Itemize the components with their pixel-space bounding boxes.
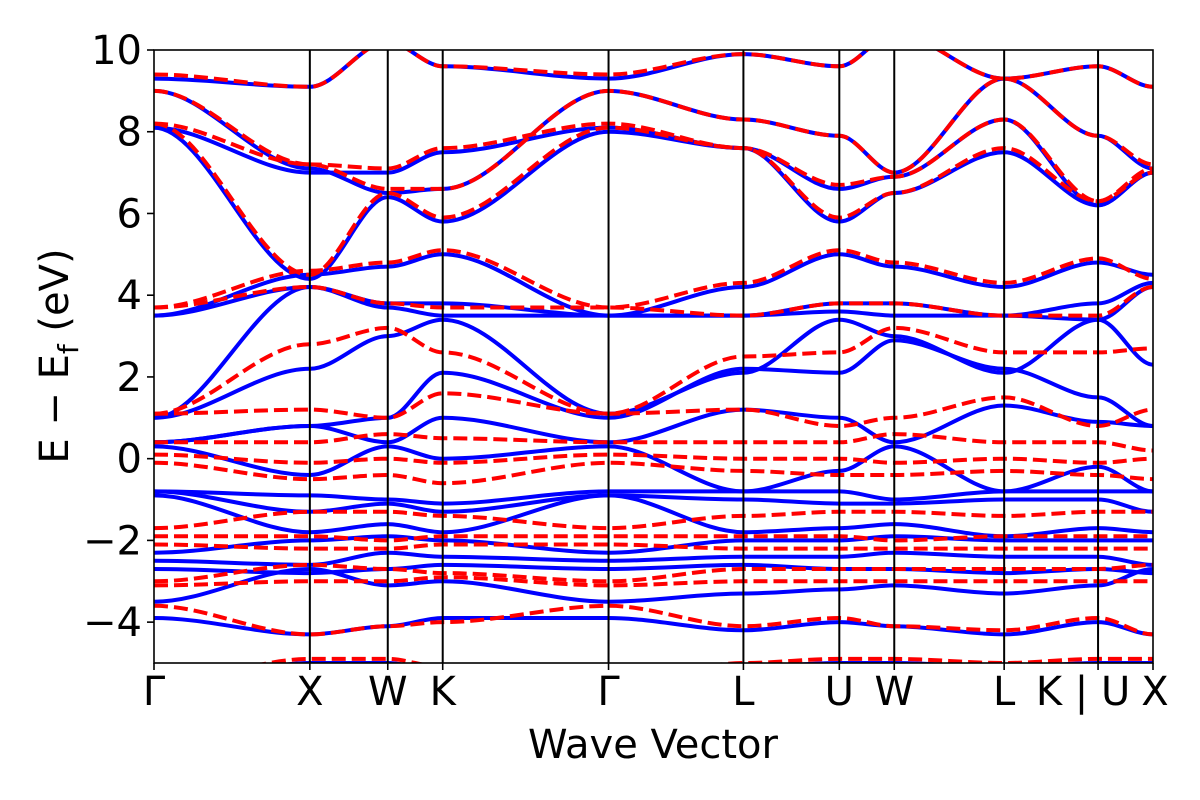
y-tick-label: 4: [117, 273, 142, 319]
band-line-solid-5: [154, 252, 1153, 318]
y-tick-label: 6: [117, 191, 142, 237]
y-tick-label: −4: [83, 600, 142, 646]
y-tick-label: 2: [117, 355, 142, 401]
band-line-dashed-10: [154, 452, 1153, 465]
y-axis-title-sub: f: [52, 343, 85, 354]
band-line-dashed-5: [154, 248, 1153, 310]
x-tick-label: U: [825, 669, 854, 715]
band-line-dashed-6: [154, 285, 1153, 318]
band-line-solid-9: [154, 338, 1153, 445]
y-axis-ticks: −4 −2 0 2 4 6 8 10: [83, 28, 154, 646]
band-line-dashed-11: [154, 460, 1153, 486]
y-axis-title: E − Ef (eV): [32, 248, 85, 463]
x-tick-label: K: [430, 669, 458, 715]
band-line-solid-17: [154, 562, 1153, 576]
band-line-dashed-16: [154, 575, 1153, 588]
x-tick-label: Γ: [143, 669, 166, 715]
y-tick-label: 8: [117, 110, 142, 156]
x-tick-label: L: [993, 669, 1016, 715]
y-axis-title-main: E − E: [32, 354, 78, 464]
band-line-dashed-17: [154, 603, 1153, 637]
band-line-solid-12: [154, 489, 1153, 506]
band-line-dashed-14: [154, 542, 1153, 551]
x-tick-label: W: [874, 669, 914, 715]
band-line-dashed-4: [154, 121, 1153, 277]
x-tick-label: X: [296, 669, 323, 715]
band-line-solid-19: [154, 615, 1153, 637]
y-tick-label: 10: [91, 28, 142, 74]
x-tick-label: L: [732, 669, 755, 715]
x-tick-label: K | U: [1036, 669, 1130, 715]
x-axis-title: Wave Vector: [528, 722, 779, 768]
band-line-dashed-2: [154, 76, 1153, 191]
y-axis-title-unit: (eV): [32, 248, 78, 344]
bands-layer: [154, 50, 1153, 663]
y-tick-label: 0: [117, 437, 142, 483]
band-line-solid-13: [154, 489, 1153, 514]
band-line-dashed-13: [154, 534, 1153, 543]
y-tick-label: −2: [83, 518, 142, 564]
band-line-dashed-8: [154, 391, 1153, 428]
plot-frame: [153, 49, 1154, 664]
x-tick-label: Γ: [597, 669, 620, 715]
x-tick-label: W: [368, 669, 408, 715]
band-line-solid-16: [154, 550, 1153, 567]
x-tick-label: X: [1141, 669, 1168, 715]
band-line-solid-8: [154, 317, 1153, 420]
band-line-dashed-9: [154, 432, 1153, 453]
series-solid: [154, 50, 1153, 663]
kpoint-lines: [308, 50, 1100, 663]
band-line-solid-18: [154, 567, 1153, 604]
